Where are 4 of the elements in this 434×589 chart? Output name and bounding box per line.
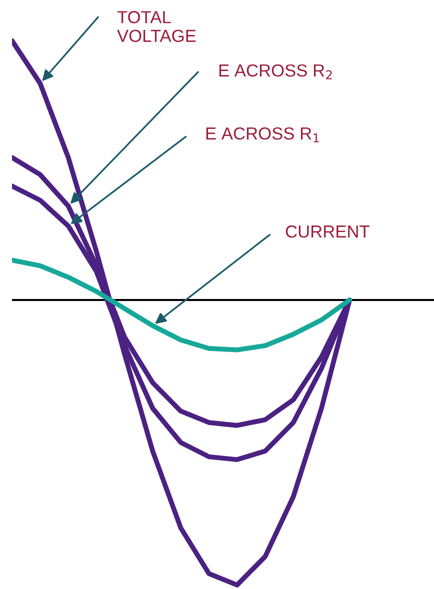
text: E ACROSS R$_{2}$ (219, 64, 332, 80)
text: CURRENT (286, 225, 370, 238)
text: TOTAL VOLTAGE (117, 11, 196, 42)
text: E ACROSS R$_{1}$ (206, 127, 319, 142)
